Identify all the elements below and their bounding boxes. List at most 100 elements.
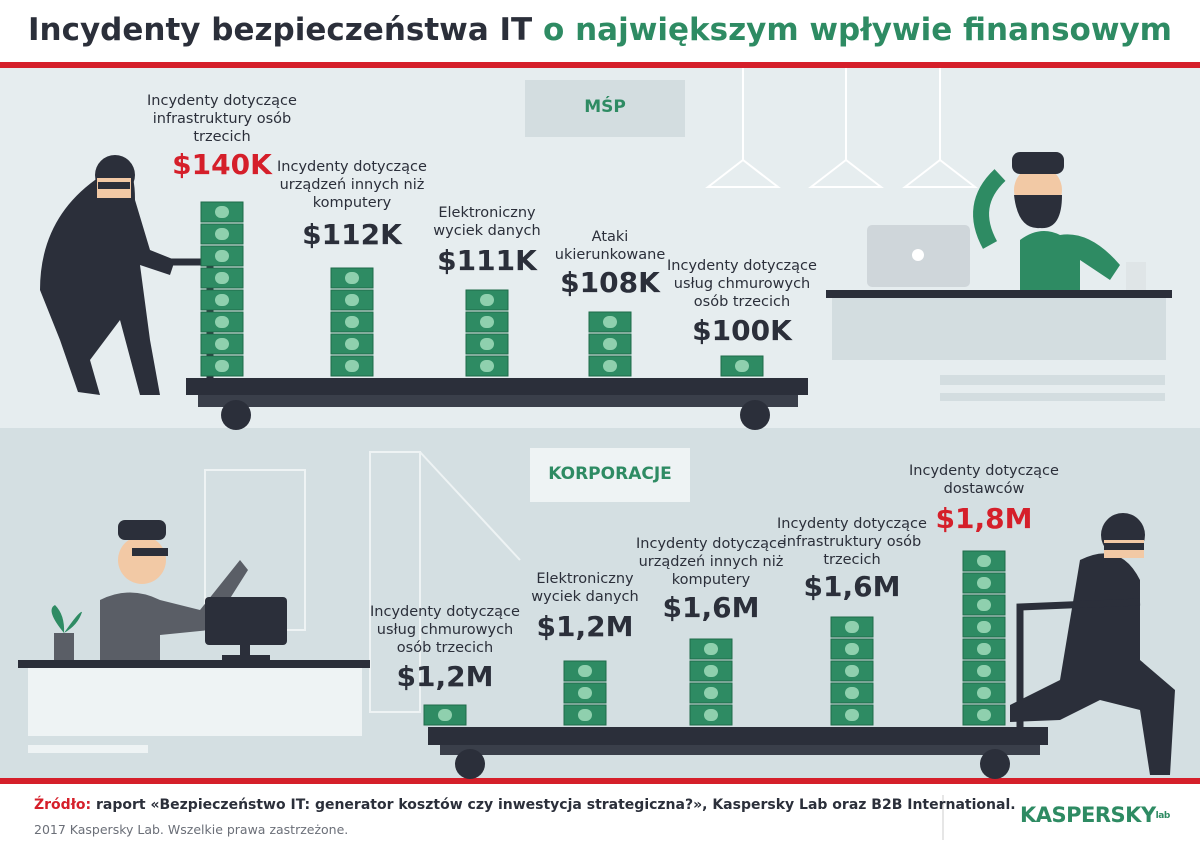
- person: [1020, 231, 1120, 290]
- logo-text: KASPERSKY: [1020, 803, 1156, 827]
- source: Źródło: raport «Bezpieczeństwo IT: gener…: [34, 797, 1016, 813]
- money-bill-center: [480, 316, 494, 328]
- copyright: 2017 Kaspersky Lab. Wszelkie prawa zastr…: [34, 822, 349, 837]
- logo-suffix: lab: [1155, 811, 1171, 821]
- money-bill-center: [438, 709, 452, 721]
- money-bill-center: [345, 272, 359, 284]
- money-bill-center: [603, 316, 617, 328]
- person: [100, 560, 248, 660]
- money-bill-center: [215, 316, 229, 328]
- item-label: Elektroniczny wyciek danych: [531, 571, 639, 605]
- money-bill-center: [215, 360, 229, 372]
- item-amount: $1,8M: [935, 502, 1033, 535]
- section-box: [530, 448, 690, 502]
- monitor: [222, 655, 270, 661]
- money-bill-center: [845, 709, 859, 721]
- item-label: Incydenty dotyczące urządzeń innych niż …: [636, 536, 786, 588]
- window-frames: [204, 451, 521, 713]
- money-bill-center: [603, 360, 617, 372]
- money-bill-center: [977, 687, 991, 699]
- wheel: [221, 400, 251, 430]
- money-bill-center: [977, 577, 991, 589]
- item-label: Incydenty dotyczące infrastruktury osób …: [147, 93, 297, 145]
- money-bill-center: [480, 360, 494, 372]
- money-bill-center: [704, 709, 718, 721]
- item-label: Elektroniczny wyciek danych: [433, 205, 541, 239]
- item-label: Ataki ukierunkowane: [554, 229, 666, 263]
- money-bill-center: [345, 294, 359, 306]
- money-bill-center: [578, 665, 592, 677]
- money-bill-center: [845, 687, 859, 699]
- item-label: Incydenty dotyczące usług chmurowych osó…: [370, 604, 520, 656]
- glasses: [1104, 543, 1144, 550]
- hair: [118, 520, 166, 540]
- logo: KASPERSKYlab: [1020, 803, 1170, 827]
- hair: [1012, 152, 1064, 174]
- title-green: o największym wpływie finansowym: [543, 12, 1172, 48]
- money-bill-center: [977, 621, 991, 633]
- money-bill-center: [603, 338, 617, 350]
- person: [118, 536, 166, 584]
- money-bill-center: [977, 665, 991, 677]
- item-amount: $112K: [302, 218, 402, 251]
- monitor: [240, 645, 250, 657]
- money-bill-center: [977, 555, 991, 567]
- money-bill-center: [215, 228, 229, 240]
- glasses: [98, 182, 130, 189]
- money-bill-center: [345, 316, 359, 328]
- desk: [18, 660, 370, 668]
- cart: [198, 395, 798, 407]
- money-bill-center: [704, 643, 718, 655]
- section-box: [525, 80, 685, 137]
- red-rule: [0, 778, 1200, 784]
- money-bill-center: [578, 709, 592, 721]
- plant-pot: [54, 633, 74, 660]
- item-amount: $140K: [172, 148, 272, 181]
- lamps: [705, 68, 978, 188]
- money-bill-center: [215, 206, 229, 218]
- money-bill-center: [480, 338, 494, 350]
- item-amount: $1,6M: [803, 570, 901, 603]
- cart: [186, 378, 808, 395]
- item-amount: $108K: [560, 266, 660, 299]
- source-text: raport «Bezpieczeństwo IT: generator kos…: [95, 797, 1016, 813]
- money-bill-center: [704, 687, 718, 699]
- plant: [51, 605, 82, 633]
- money-bill-center: [977, 643, 991, 655]
- money-bill-center: [215, 338, 229, 350]
- title: Incydenty bezpieczeństwa IT o największy…: [0, 12, 1200, 48]
- cart-handle: [1016, 598, 1141, 727]
- desk: [832, 298, 1166, 360]
- money-bill-center: [735, 360, 749, 372]
- item-amount: $111K: [437, 244, 537, 277]
- desk: [28, 668, 362, 736]
- money-bill-center: [215, 272, 229, 284]
- section-label: MŚP: [584, 97, 626, 117]
- laptop-logo: [912, 249, 924, 261]
- money-bill-center: [977, 709, 991, 721]
- arm: [973, 169, 1006, 249]
- section-label: KORPORACJE: [548, 464, 672, 484]
- item-label: Incydenty dotyczące urządzeń innych niż …: [277, 159, 427, 211]
- money-bill-center: [215, 250, 229, 262]
- money-bill-center: [578, 687, 592, 699]
- money-bill-center: [704, 665, 718, 677]
- source-label: Źródło:: [34, 797, 92, 813]
- title-dark: Incydenty bezpieczeństwa IT: [28, 12, 533, 48]
- floor-line: [940, 375, 1165, 385]
- wheel: [740, 400, 770, 430]
- cart: [440, 745, 1040, 755]
- money-bill-center: [845, 621, 859, 633]
- floor-line: [940, 393, 1165, 401]
- monitor: [205, 597, 287, 645]
- money-bill-center: [345, 338, 359, 350]
- money-bill-center: [977, 599, 991, 611]
- wheel: [980, 749, 1010, 779]
- item-amount: $100K: [692, 314, 792, 347]
- cart: [428, 727, 1048, 745]
- floor-line: [28, 745, 148, 753]
- glasses: [132, 548, 168, 556]
- money-bill-center: [480, 294, 494, 306]
